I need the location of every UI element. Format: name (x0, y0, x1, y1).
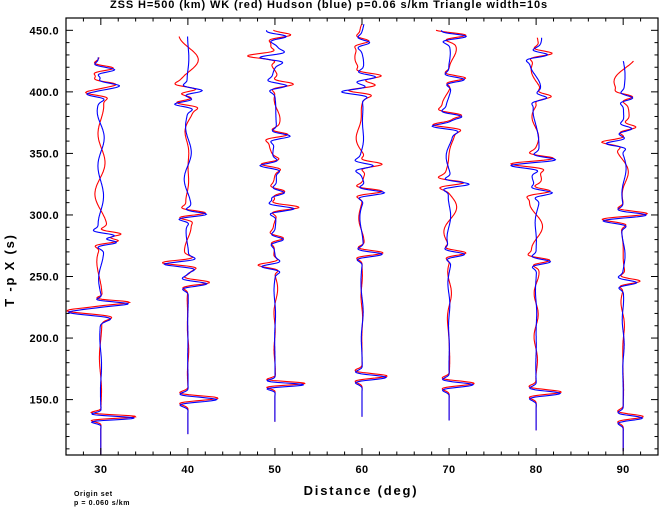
y-tick-label-450.0: 450.0 (29, 25, 59, 37)
hudson-trace-40 (163, 36, 218, 435)
hudson-trace-30 (67, 57, 135, 455)
x-axis-label: Distance (deg) (304, 483, 419, 498)
x-tick-label-30: 30 (94, 464, 107, 476)
y-axis: 150.0 200.0 250.0 300.0 350.0 400.0 450.0 (29, 17, 658, 450)
hudson-trace-90 (602, 61, 648, 452)
y-tick-label-250.0: 250.0 (29, 272, 59, 284)
y-tick-label-200.0: 200.0 (29, 333, 59, 345)
wk-trace-70 (432, 29, 475, 421)
wk-trace-80 (509, 37, 562, 431)
hudson-trace-50 (259, 30, 304, 422)
wk-trace-40 (161, 36, 219, 435)
y-axis-label: T -p X (s) (2, 233, 17, 307)
hudson-trace-70 (431, 29, 475, 421)
trace-group (66, 23, 649, 455)
hudson-trace-60 (340, 24, 388, 417)
x-tick-label-40: 40 (181, 464, 194, 476)
y-tick-label-300.0: 300.0 (29, 210, 59, 222)
y-tick-label-400.0: 400.0 (29, 87, 59, 99)
x-tick-label-90: 90 (617, 464, 630, 476)
footer-slowness-note: p = 0.060 s/km (74, 500, 130, 507)
x-axis: 30 40 50 60 70 80 90 (82, 18, 659, 476)
y-tick-label-150.0: 150.0 (29, 395, 59, 407)
hudson-trace-80 (509, 37, 562, 431)
footer-origin-note: Origin set (74, 491, 113, 498)
x-tick-label-80: 80 (530, 464, 543, 476)
y-tick-label-350.0: 350.0 (29, 148, 59, 160)
wk-trace-60 (347, 23, 388, 417)
x-tick-label-50: 50 (268, 464, 281, 476)
wk-trace-30 (66, 57, 137, 455)
x-tick-label-60: 60 (355, 464, 368, 476)
x-tick-label-70: 70 (443, 464, 456, 476)
chart-title: ZSS H=500 (km) WK (red) Hudson (blue) p=… (110, 0, 548, 11)
